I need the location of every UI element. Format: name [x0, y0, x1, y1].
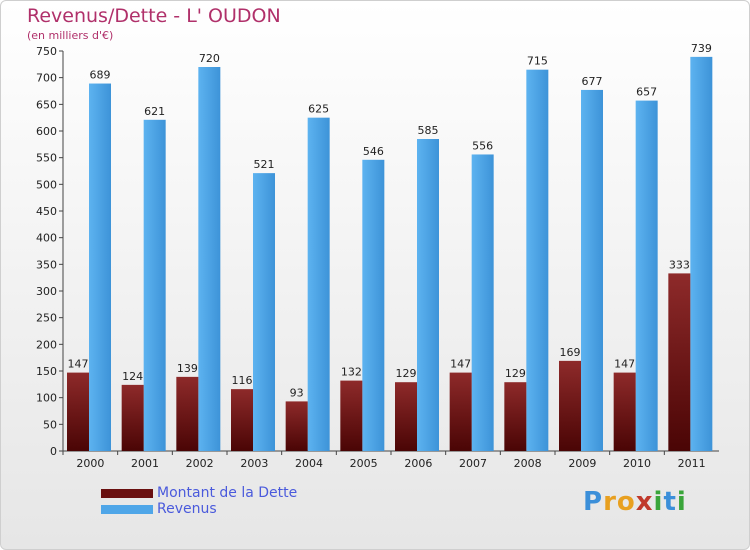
data-label-dette: 147 [68, 358, 89, 371]
logo-letter: r [603, 487, 617, 517]
legend-swatch-revenus [101, 505, 153, 514]
logo-letter: x [635, 487, 654, 517]
y-tick-label: 200 [36, 338, 57, 351]
legend-swatch-dette [101, 489, 153, 498]
x-tick-label: 2004 [295, 457, 323, 470]
data-label-revenus: 739 [691, 42, 712, 55]
y-tick-label: 300 [36, 285, 57, 298]
chart-subtitle: (en milliers d'€) [27, 29, 114, 42]
data-label-dette: 333 [669, 258, 690, 271]
data-label-dette: 93 [290, 386, 304, 399]
bar-dette [613, 372, 636, 451]
data-label-revenus: 556 [472, 139, 493, 152]
data-label-revenus: 677 [582, 75, 603, 88]
x-axis: 2000 2001 2002 2003 2004 2005 2006 2007 2008 2009… [62, 450, 719, 470]
logo-letter: i [676, 487, 687, 517]
x-tick-label: 2005 [350, 457, 378, 470]
proxiti-logo: Proxiti [583, 487, 687, 517]
logo-letter: t [663, 487, 677, 517]
y-tick-label: 750 [36, 45, 57, 58]
bar-revenus [362, 159, 385, 452]
x-tick-label: 2008 [514, 457, 542, 470]
bar-dette [176, 376, 199, 451]
y-tick-label: 350 [36, 258, 57, 271]
x-tick-label: 2009 [568, 457, 596, 470]
bar-revenus [417, 139, 439, 451]
legend-label-revenus: Revenus [157, 501, 217, 517]
y-tick-label: 550 [36, 152, 57, 165]
bar-dette [231, 389, 253, 451]
y-tick-label: 0 [50, 445, 57, 458]
y-tick-label: 100 [36, 392, 57, 405]
data-label-revenus: 657 [636, 86, 657, 99]
y-tick-label: 150 [36, 365, 57, 378]
x-tick-label: 2006 [404, 457, 432, 470]
data-label-dette: 124 [122, 370, 143, 383]
data-label-dette: 132 [341, 366, 362, 379]
data-label-dette: 147 [450, 358, 471, 371]
y-tick-label: 600 [36, 125, 57, 138]
x-tick-label: 2000 [76, 457, 104, 470]
bar-dette [340, 380, 363, 451]
bar-revenus [253, 173, 275, 451]
bar-revenus [526, 69, 549, 452]
bar-revenus [143, 119, 166, 452]
bar-dette [668, 273, 691, 451]
bar-revenus [198, 67, 221, 451]
data-label-dette: 129 [396, 367, 417, 380]
chart-title: Revenus/Dette - L' OUDON [27, 5, 281, 27]
bar-revenus [581, 89, 603, 451]
data-label-dette: 129 [505, 367, 526, 380]
legend-label-dette: Montant de la Dette [157, 485, 298, 501]
bar-dette [395, 382, 417, 451]
x-tick-label: 2003 [240, 457, 268, 470]
logo-letter: P [583, 487, 604, 517]
bar-dette [504, 382, 527, 451]
bar-revenus [471, 154, 494, 451]
y-axis: 0 50 100 150 200 250 300 350 400 450 500 550 600 650 7… [36, 45, 64, 458]
x-tick-label: 2002 [186, 457, 214, 470]
bar-dette [67, 372, 89, 451]
data-label-revenus: 621 [144, 105, 165, 118]
data-label-revenus: 546 [363, 145, 384, 158]
logo-letter: i [653, 487, 664, 517]
y-tick-label: 50 [43, 418, 57, 431]
bar-dette [559, 360, 581, 451]
bar-revenus [89, 83, 111, 452]
data-label-dette: 139 [177, 362, 198, 375]
data-label-revenus: 689 [90, 69, 111, 82]
data-label-dette: 116 [232, 374, 253, 387]
x-tick-label: 2007 [459, 457, 487, 470]
y-tick-label: 400 [36, 232, 57, 245]
logo-letter: o [616, 487, 636, 517]
y-tick-label: 250 [36, 312, 57, 325]
data-label-dette: 169 [560, 346, 581, 359]
bar-revenus [307, 117, 330, 452]
data-label-dette: 147 [614, 358, 635, 371]
bars: 689 147 621 124 720 139 521 116 625 93 546 132 585 12… [67, 42, 713, 452]
bar-dette [121, 384, 144, 451]
bar-revenus [690, 56, 713, 451]
bar-revenus [635, 100, 658, 451]
x-tick-label: 2010 [623, 457, 651, 470]
y-tick-label: 700 [36, 72, 57, 85]
x-tick-label: 2011 [678, 457, 706, 470]
data-label-revenus: 521 [254, 158, 275, 171]
data-label-revenus: 720 [199, 52, 220, 65]
x-tick-label: 2001 [131, 457, 159, 470]
bar-dette [285, 401, 308, 451]
data-label-revenus: 585 [418, 124, 439, 137]
data-label-revenus: 715 [527, 55, 548, 68]
y-tick-label: 500 [36, 178, 57, 191]
y-tick-label: 650 [36, 98, 57, 111]
data-label-revenus: 625 [308, 103, 329, 116]
y-tick-label: 450 [36, 205, 57, 218]
bar-dette [449, 372, 472, 451]
